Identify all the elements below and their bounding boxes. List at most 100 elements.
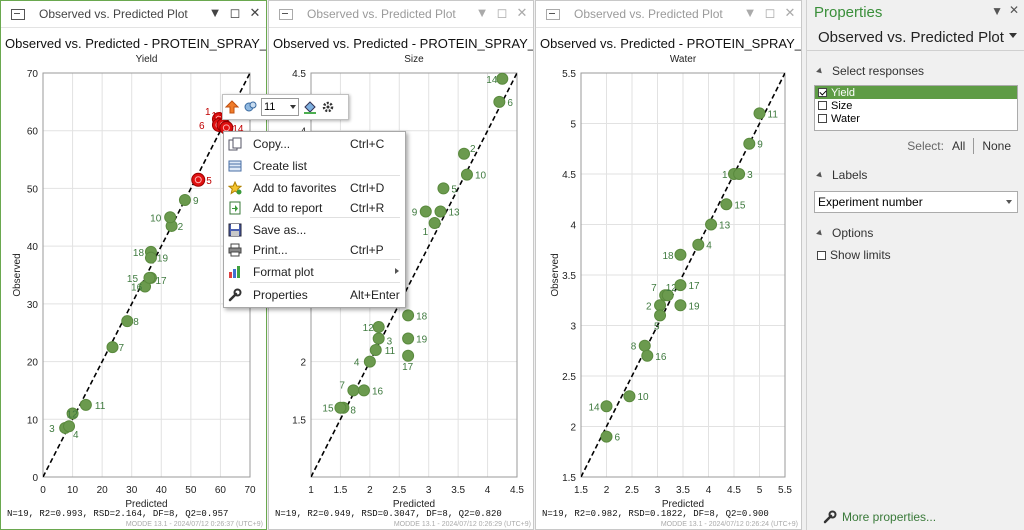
data-point-1[interactable] xyxy=(428,217,441,230)
data-point-9[interactable] xyxy=(178,193,191,206)
data-point-15[interactable] xyxy=(334,401,347,414)
data-point-12[interactable] xyxy=(66,407,79,420)
menu-item-print[interactable]: Print... Ctrl+P xyxy=(224,240,405,260)
point-label: 2 xyxy=(178,222,184,233)
maximize-icon[interactable]: ◻ xyxy=(496,5,508,20)
data-point-4[interactable] xyxy=(692,238,705,251)
data-point-2[interactable] xyxy=(458,147,471,160)
data-point-4[interactable] xyxy=(363,355,376,368)
data-point-10[interactable] xyxy=(460,168,473,181)
plot-selector-dropdown[interactable]: Observed vs. Predicted Plot xyxy=(807,24,1024,51)
data-point-17[interactable] xyxy=(674,279,687,292)
data-point-4[interactable] xyxy=(63,420,76,433)
data-point-3[interactable] xyxy=(733,168,746,180)
y-tick-label: 10 xyxy=(27,415,39,426)
data-point-7[interactable] xyxy=(106,341,119,354)
checkbox[interactable] xyxy=(818,101,827,110)
data-point-6[interactable] xyxy=(600,430,613,443)
data-point-16[interactable] xyxy=(357,384,370,397)
data-point-5[interactable] xyxy=(191,172,206,187)
data-point-15[interactable] xyxy=(720,198,733,211)
select-points-icon[interactable] xyxy=(241,98,259,116)
menu-item-label: Create list xyxy=(253,159,308,173)
labels-section[interactable]: Labels xyxy=(807,165,1024,185)
select-all-link[interactable]: All xyxy=(951,139,966,153)
data-point-14[interactable] xyxy=(496,72,509,85)
labels-dropdown[interactable]: Experiment number xyxy=(814,191,1018,213)
data-point-9[interactable] xyxy=(419,205,432,218)
data-point-14[interactable] xyxy=(600,400,613,413)
data-point-11[interactable] xyxy=(369,344,382,357)
data-point-19[interactable] xyxy=(674,299,687,312)
more-properties-link[interactable]: More properties... xyxy=(823,510,936,524)
data-point-17[interactable] xyxy=(402,349,415,362)
menu-item-format[interactable]: Format plot xyxy=(224,262,405,282)
data-point-3[interactable] xyxy=(372,332,385,345)
panel-titlebar[interactable]: Observed vs. Predicted Plot ▼ ◻ ✕ xyxy=(269,1,533,28)
show-limits-option[interactable]: Show limits xyxy=(807,247,1024,263)
checkbox[interactable] xyxy=(818,88,827,97)
select-none-link[interactable]: None xyxy=(982,139,1011,153)
maximize-icon[interactable]: ◻ xyxy=(229,5,241,20)
checkbox[interactable] xyxy=(818,114,827,123)
close-icon[interactable]: ✕ xyxy=(249,5,261,20)
panel-titlebar[interactable]: Observed vs. Predicted Plot ▼ ◻ ✕ xyxy=(1,1,266,28)
menu-item-list[interactable]: Create list xyxy=(224,156,405,176)
response-item-size[interactable]: Size xyxy=(815,99,1017,112)
menu-item-star[interactable]: Add to favorites Ctrl+D xyxy=(224,178,405,198)
pin-icon[interactable]: ▼ xyxy=(208,5,222,20)
options-section[interactable]: Options xyxy=(807,223,1024,243)
y-tick-label: 40 xyxy=(27,242,39,253)
plot-area-water[interactable]: Observed vs. Predicted - PROTEIN_SPRAY_D… xyxy=(536,27,802,530)
point-label: 2 xyxy=(470,144,476,155)
data-point-11[interactable] xyxy=(753,107,766,120)
point-label: 14 xyxy=(232,124,244,135)
paint-bucket-icon[interactable] xyxy=(301,98,319,116)
data-point-13[interactable] xyxy=(434,205,447,218)
response-item-water[interactable]: Water xyxy=(815,112,1017,125)
response-item-yield[interactable]: Yield xyxy=(815,86,1017,99)
format-icon xyxy=(229,266,240,278)
maximize-icon[interactable]: ◻ xyxy=(764,5,776,20)
marker-size-dropdown[interactable]: 11 xyxy=(261,98,299,116)
data-point-5[interactable] xyxy=(437,182,450,195)
data-point-19[interactable] xyxy=(402,332,415,345)
data-point-10[interactable] xyxy=(623,390,636,403)
data-point-10[interactable] xyxy=(164,211,177,224)
close-icon[interactable]: ✕ xyxy=(1008,3,1019,17)
data-point-8[interactable] xyxy=(638,339,651,352)
data-point-18[interactable] xyxy=(402,309,415,322)
data-point-9[interactable] xyxy=(743,137,756,150)
data-point-19[interactable] xyxy=(144,251,157,264)
data-point-5[interactable] xyxy=(654,309,667,322)
data-point-6[interactable] xyxy=(493,95,506,108)
select-responses-section[interactable]: Select responses xyxy=(807,61,1024,81)
menu-item-report[interactable]: Add to report Ctrl+R xyxy=(224,198,405,218)
data-point-13[interactable] xyxy=(705,218,718,231)
data-point-2[interactable] xyxy=(654,299,667,312)
plot-panel-water[interactable]: Observed vs. Predicted Plot ▼ ◻ ✕ Observ… xyxy=(535,0,802,530)
gear-icon[interactable] xyxy=(319,98,337,116)
panel-titlebar[interactable]: Observed vs. Predicted Plot ▼ ◻ ✕ xyxy=(536,1,801,28)
menu-item-wrench[interactable]: Properties Alt+Enter xyxy=(224,285,405,305)
wrench-icon xyxy=(823,510,837,524)
pin-icon[interactable]: ▼ xyxy=(475,5,489,20)
data-point-11[interactable] xyxy=(79,398,92,411)
data-point-17[interactable] xyxy=(143,271,156,284)
data-point-12[interactable] xyxy=(661,289,674,302)
menu-item-save[interactable]: Save as... xyxy=(224,220,405,240)
data-point-16[interactable] xyxy=(641,349,654,362)
show-limits-checkbox[interactable] xyxy=(817,250,826,260)
menu-item-copy[interactable]: Copy... Ctrl+C xyxy=(224,134,405,154)
highlight-up-icon[interactable] xyxy=(223,98,241,116)
close-icon[interactable]: ✕ xyxy=(784,5,796,20)
plot-frame xyxy=(580,72,786,478)
pin-icon[interactable]: ▼ xyxy=(743,5,757,20)
data-point-12[interactable] xyxy=(372,320,385,333)
data-point-18[interactable] xyxy=(674,248,687,261)
close-icon[interactable]: ✕ xyxy=(516,5,528,20)
x-tick-label: 40 xyxy=(156,485,168,496)
data-point-8[interactable] xyxy=(121,315,134,328)
pin-icon[interactable]: ▼ xyxy=(991,4,1003,18)
data-point-7[interactable] xyxy=(347,384,360,397)
